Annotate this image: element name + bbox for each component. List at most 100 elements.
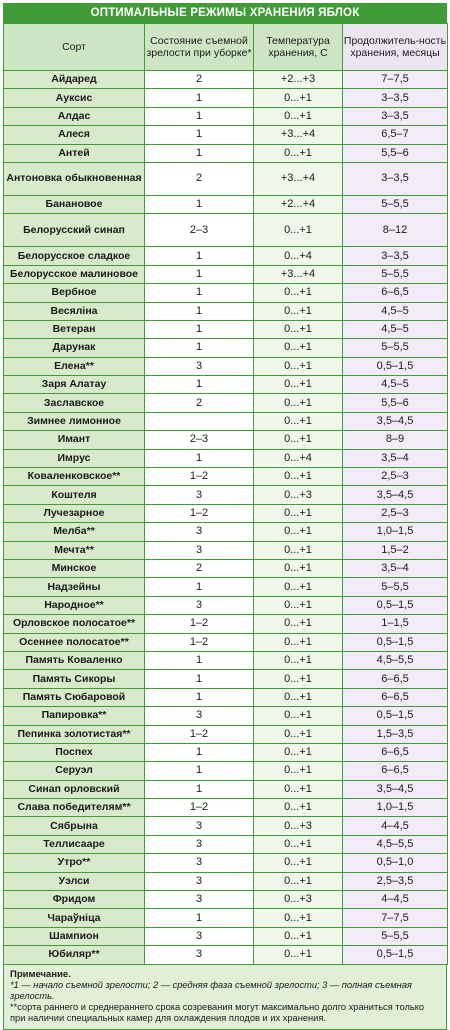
table-row: Фридом 3 0...+3 4–4,5 — [3, 890, 448, 910]
cell-state: 3 — [144, 890, 254, 910]
cell-sort: Шампион — [3, 926, 145, 947]
table-row: Заславское 2 0...+1 5,5–6 — [3, 393, 448, 413]
table-row: Зимнее лимонное 0...+1 3,5–4,5 — [3, 411, 448, 432]
footnote-line-2: **сорта раннего и среднераннего срока со… — [10, 1001, 425, 1023]
footnote: Примечание. *1 — начало съемной зрелости… — [3, 964, 447, 1030]
cell-duration: 6–6,5 — [342, 669, 448, 689]
cell-state: 2–3 — [144, 213, 254, 248]
table-row: Антоновка обыкновенная 2 +3...+4 3–3,5 — [3, 161, 448, 196]
cell-sort: Чараўнiца — [3, 908, 145, 928]
cell-sort: Дарунак — [3, 338, 145, 358]
table-row: Имант 2–3 0...+1 8–9 — [3, 430, 448, 450]
cell-sort: Имант — [3, 430, 145, 450]
cell-temp: 0...+1 — [253, 577, 343, 597]
cell-duration: 2,5–3,5 — [342, 871, 448, 892]
cell-state: 1 — [144, 125, 254, 145]
cell-duration: 1–1,5 — [342, 614, 448, 634]
cell-temp: 0...+1 — [253, 319, 343, 340]
cell-state: 1 — [144, 246, 254, 266]
cell-duration: 4,5–5,5 — [342, 650, 448, 671]
cell-duration: 5–5,5 — [342, 194, 448, 215]
cell-duration: 4,5–5 — [342, 319, 448, 340]
cell-duration: 6–6,5 — [342, 742, 448, 763]
cell-sort: Фридом — [3, 890, 145, 910]
cell-duration: 4,5–5 — [342, 375, 448, 395]
cell-temp: 0...+1 — [253, 724, 343, 744]
cell-temp: 0...+1 — [253, 106, 343, 127]
cell-sort: Память Коваленко — [3, 650, 145, 671]
cell-temp: 0...+1 — [253, 522, 343, 542]
cell-temp: 0...+1 — [253, 338, 343, 358]
cell-sort: Белорусское сладкое — [3, 246, 145, 266]
cell-duration: 0,5–1,0 — [342, 853, 448, 873]
cell-duration: 4–4,5 — [342, 890, 448, 910]
cell-temp: 0...+1 — [253, 908, 343, 928]
cell-sort: Заславское — [3, 393, 145, 413]
cell-sort: Елена** — [3, 356, 145, 377]
cell-sort: Теллисааре — [3, 834, 145, 855]
table-row: Теллисааре 3 0...+1 4,5–5,5 — [3, 834, 448, 855]
cell-sort: Айдаред — [3, 69, 145, 90]
cell-sort: Коваленковское** — [3, 467, 145, 487]
cell-state: 1 — [144, 687, 254, 708]
table-row: Шампион 3 0...+1 5–5,5 — [3, 926, 448, 947]
cell-temp: 0...+4 — [253, 246, 343, 266]
table-row: Сябрына 3 0...+3 4–4,5 — [3, 816, 448, 836]
cell-sort: Осеннее полосатое** — [3, 632, 145, 652]
table-row: Дарунак 1 0...+1 5–5,5 — [3, 338, 448, 358]
cell-temp: 0...+1 — [253, 393, 343, 413]
cell-state: 1 — [144, 448, 254, 469]
footnote-heading: Примечание. — [10, 968, 71, 980]
cell-duration: 8–12 — [342, 213, 448, 248]
cell-temp: 0...+4 — [253, 448, 343, 469]
cell-sort: Весялiна — [3, 301, 145, 321]
cell-state: 1–2 — [144, 467, 254, 487]
cell-sort: Мечта** — [3, 540, 145, 560]
cell-sort: Юбиляр** — [3, 945, 145, 965]
cell-state: 1 — [144, 669, 254, 689]
cell-duration: 1,0–1,5 — [342, 798, 448, 818]
cell-sort: Антей — [3, 143, 145, 163]
cell-sort: Ауксис — [3, 88, 145, 108]
cell-temp: 0...+1 — [253, 213, 343, 248]
cell-temp: 0...+1 — [253, 871, 343, 892]
cell-sort: Банановое — [3, 194, 145, 215]
cell-temp: 0...+1 — [253, 356, 343, 377]
table-row: Елена** 3 0...+1 0,5–1,5 — [3, 356, 448, 377]
cell-sort: Память Сюбаровой — [3, 687, 145, 708]
cell-state: 3 — [144, 816, 254, 836]
cell-duration: 0,5–1,5 — [342, 595, 448, 616]
cell-state: 1 — [144, 908, 254, 928]
table-row: Память Коваленко 1 0...+1 4,5–5,5 — [3, 650, 448, 671]
cell-duration: 3,5–4,5 — [342, 779, 448, 800]
table-row: Народное** 3 0...+1 0,5–1,5 — [3, 595, 448, 616]
cell-duration: 0,5–1,5 — [342, 356, 448, 377]
header-sort: Сорт — [3, 23, 145, 71]
cell-sort: Мелба** — [3, 522, 145, 542]
cell-temp: 0...+1 — [253, 706, 343, 726]
table-row: Уэлси 3 0...+1 2,5–3,5 — [3, 871, 448, 892]
cell-duration: 5–5,5 — [342, 338, 448, 358]
cell-temp: +3...+4 — [253, 161, 343, 196]
footnote-line-1: *1 — начало съемной зрелости; 2 — средня… — [10, 979, 412, 1001]
cell-state: 2 — [144, 558, 254, 579]
table-row: Ветеран 1 0...+1 4,5–5 — [3, 319, 448, 340]
cell-temp: 0...+1 — [253, 779, 343, 800]
storage-table-panel: ОПТИМАЛЬНЫЕ РЕЖИМЫ ХРАНЕНИЯ ЯБЛОК Сорт С… — [3, 3, 448, 1030]
cell-temp: 0...+1 — [253, 632, 343, 652]
cell-sort: Надзейны — [3, 577, 145, 597]
cell-duration: 3–3,5 — [342, 246, 448, 266]
cell-temp: 0...+1 — [253, 853, 343, 873]
cell-sort: Слава победителям** — [3, 798, 145, 818]
cell-duration: 1,5–3,5 — [342, 724, 448, 744]
cell-temp: 0...+1 — [253, 430, 343, 450]
cell-temp: 0...+1 — [253, 503, 343, 524]
cell-state: 1 — [144, 650, 254, 671]
cell-duration: 7–7,5 — [342, 69, 448, 90]
cell-duration: 2,5–3 — [342, 467, 448, 487]
cell-state: 3 — [144, 706, 254, 726]
cell-state: 1 — [144, 88, 254, 108]
cell-sort: Белорусское малиновое — [3, 264, 145, 285]
cell-state: 1 — [144, 319, 254, 340]
table-row: Айдаред 2 +2...+3 7–7,5 — [3, 69, 448, 90]
